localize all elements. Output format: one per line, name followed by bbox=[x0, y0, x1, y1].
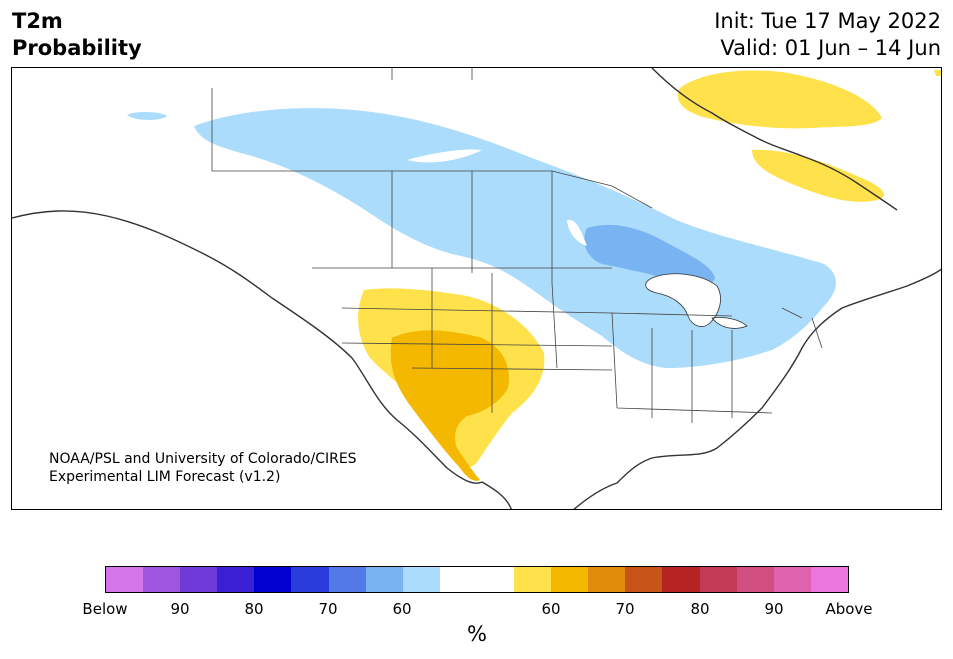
colorbar-segment bbox=[736, 567, 774, 592]
colorbar-segment bbox=[514, 567, 552, 592]
colorbar-tick-label: 90 bbox=[764, 600, 784, 618]
title-line-1: T2m bbox=[12, 9, 63, 33]
data-credit: NOAA/PSL and University of Colorado/CIRE… bbox=[49, 450, 357, 486]
colorbar-unit: % bbox=[467, 622, 487, 646]
yellow-region-east bbox=[752, 149, 885, 202]
yellow-region-ne bbox=[677, 70, 882, 129]
great-lakes bbox=[645, 273, 748, 329]
colorbar-segment bbox=[625, 567, 663, 592]
white-patch-2 bbox=[567, 219, 587, 246]
white-patch bbox=[407, 149, 482, 163]
colorbar-segment bbox=[810, 567, 848, 592]
colorbar-tick-label: 70 bbox=[318, 600, 338, 618]
colorbar-tick-label: 80 bbox=[244, 600, 264, 618]
colorbar-tick-label: 90 bbox=[170, 600, 190, 618]
colorbar-tick-label: 60 bbox=[392, 600, 412, 618]
colorbar-segment bbox=[588, 567, 626, 592]
colorbar-segment bbox=[143, 567, 181, 592]
colorbar-segment bbox=[254, 567, 292, 592]
colorbar-segment bbox=[773, 567, 811, 592]
valid-range: Valid: 01 Jun – 14 Jun bbox=[720, 36, 941, 60]
light-blue-spot bbox=[127, 112, 167, 120]
colorbar-segment bbox=[328, 567, 366, 592]
coastline bbox=[12, 68, 941, 509]
colorbar-tick-label: Below bbox=[82, 600, 128, 618]
colorbar-segment bbox=[217, 567, 255, 592]
yellow-corner bbox=[934, 70, 941, 76]
colorbar-tick-label: 60 bbox=[541, 600, 561, 618]
colorbar-segment bbox=[291, 567, 329, 592]
forecast-map bbox=[11, 67, 942, 510]
mid-blue-region bbox=[584, 224, 715, 285]
colorbar-segment bbox=[365, 567, 403, 592]
colorbar-segment bbox=[180, 567, 218, 592]
map-canvas bbox=[12, 68, 941, 509]
date-header: Init: Tue 17 May 2022 Valid: 01 Jun – 14… bbox=[714, 8, 941, 62]
colorbar-segment bbox=[439, 567, 477, 592]
colorbar-segment bbox=[402, 567, 440, 592]
colorbar-tick-label: Above bbox=[825, 600, 873, 618]
credit-line-2: Experimental LIM Forecast (v1.2) bbox=[49, 469, 281, 485]
colorbar-segment bbox=[551, 567, 589, 592]
light-blue-region bbox=[194, 108, 836, 368]
title-line-2: Probability bbox=[12, 36, 142, 60]
colorbar-segment bbox=[476, 567, 515, 592]
colorbar-segment bbox=[106, 567, 144, 592]
colorbar-segment bbox=[699, 567, 737, 592]
colorbar-tick-label: 80 bbox=[690, 600, 710, 618]
state-province-borders bbox=[211, 68, 823, 423]
colorbar-segment bbox=[662, 567, 700, 592]
colorbar-tick-label: 70 bbox=[615, 600, 635, 618]
colorbar bbox=[105, 566, 849, 593]
orange-region bbox=[390, 330, 509, 481]
init-date: Init: Tue 17 May 2022 bbox=[714, 9, 941, 33]
credit-line-1: NOAA/PSL and University of Colorado/CIRE… bbox=[49, 451, 357, 467]
map-title: T2m Probability bbox=[12, 8, 142, 62]
